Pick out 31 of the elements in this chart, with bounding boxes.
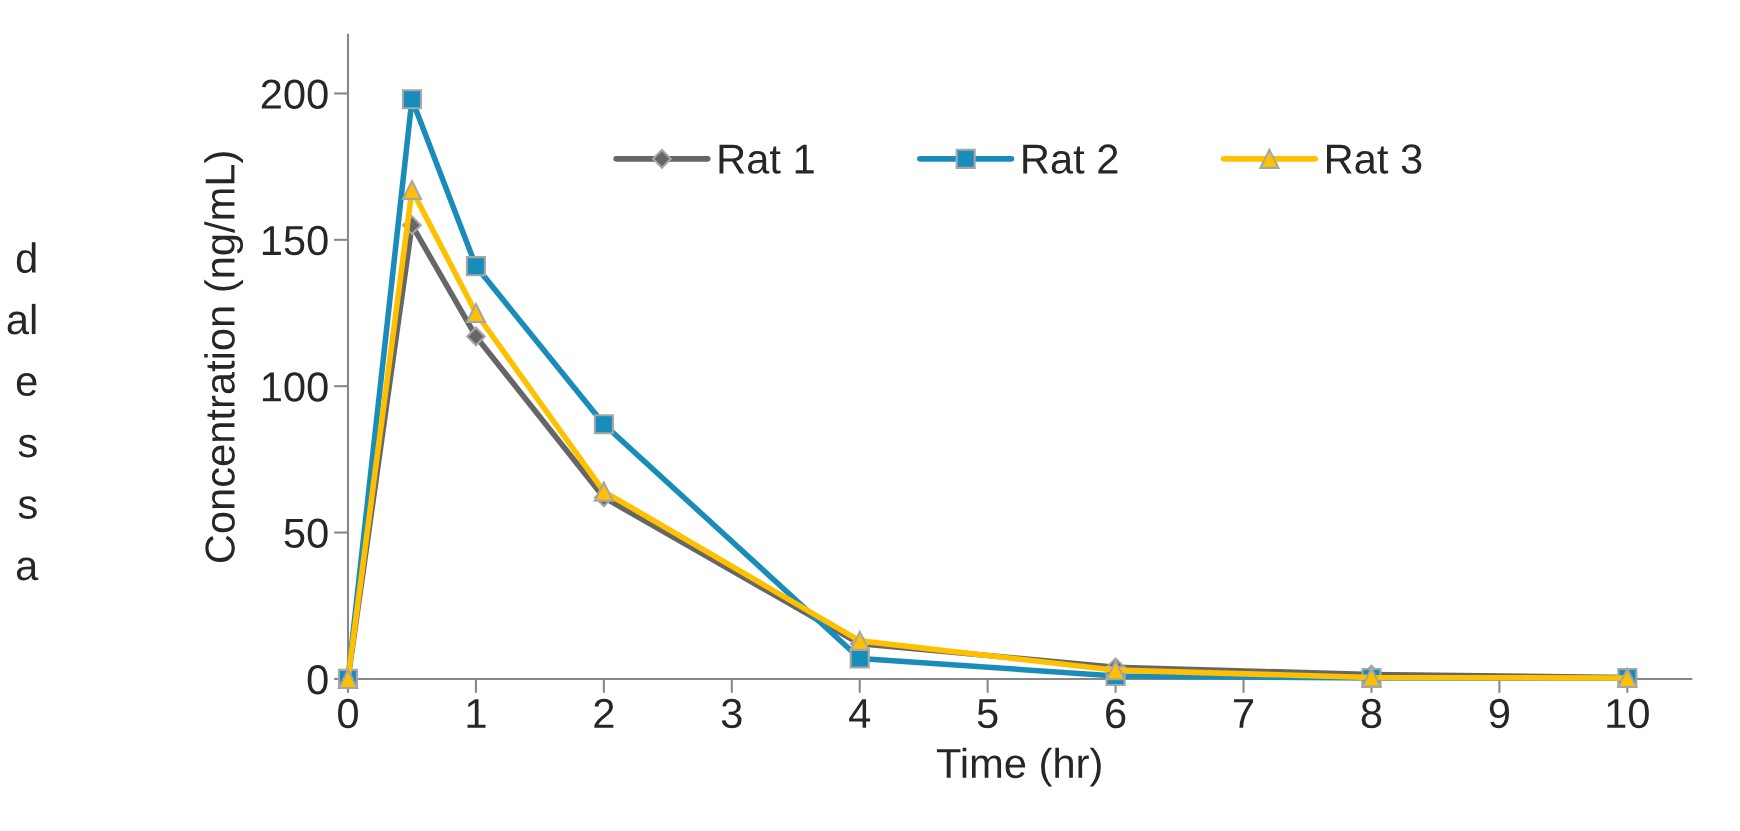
point xyxy=(849,630,870,651)
y-tick-label: 100 xyxy=(262,372,328,402)
y-tick-label: 150 xyxy=(262,225,328,256)
x-tick-label: 9 xyxy=(1489,698,1509,729)
y-tick-label: 200 xyxy=(261,79,328,109)
x-tick-label: 10 xyxy=(1607,698,1649,729)
legend-label: Rat 3 xyxy=(1327,144,1422,174)
x-tick-label: 6 xyxy=(1106,698,1126,729)
point xyxy=(593,481,614,502)
point xyxy=(401,179,423,201)
point xyxy=(401,89,423,110)
y-tick-label: 0 xyxy=(307,664,328,695)
x-tick-label: 7 xyxy=(1234,699,1254,728)
y-tick-label: 50 xyxy=(284,518,328,549)
point xyxy=(849,648,870,669)
x-tick-label: 1 xyxy=(467,699,486,728)
x-tick-label: 5 xyxy=(977,699,998,729)
point xyxy=(465,302,486,324)
x-tick-label: 3 xyxy=(721,698,742,729)
legend-label: Rat 1 xyxy=(719,144,814,174)
x-tick-label: 4 xyxy=(849,699,871,728)
point xyxy=(593,414,614,435)
x-tick-label: 0 xyxy=(338,698,358,729)
x-tick-label: 8 xyxy=(1361,698,1382,729)
y-axis-title: Concentration (ng/mL) xyxy=(204,152,244,563)
legend-label: Rat 2 xyxy=(1023,144,1118,174)
x-tick-label: 2 xyxy=(594,698,614,728)
point xyxy=(465,256,486,277)
point xyxy=(466,326,486,347)
x-axis-title: Time (hr) xyxy=(936,747,1101,787)
text: d al e s s a xyxy=(7,242,39,581)
